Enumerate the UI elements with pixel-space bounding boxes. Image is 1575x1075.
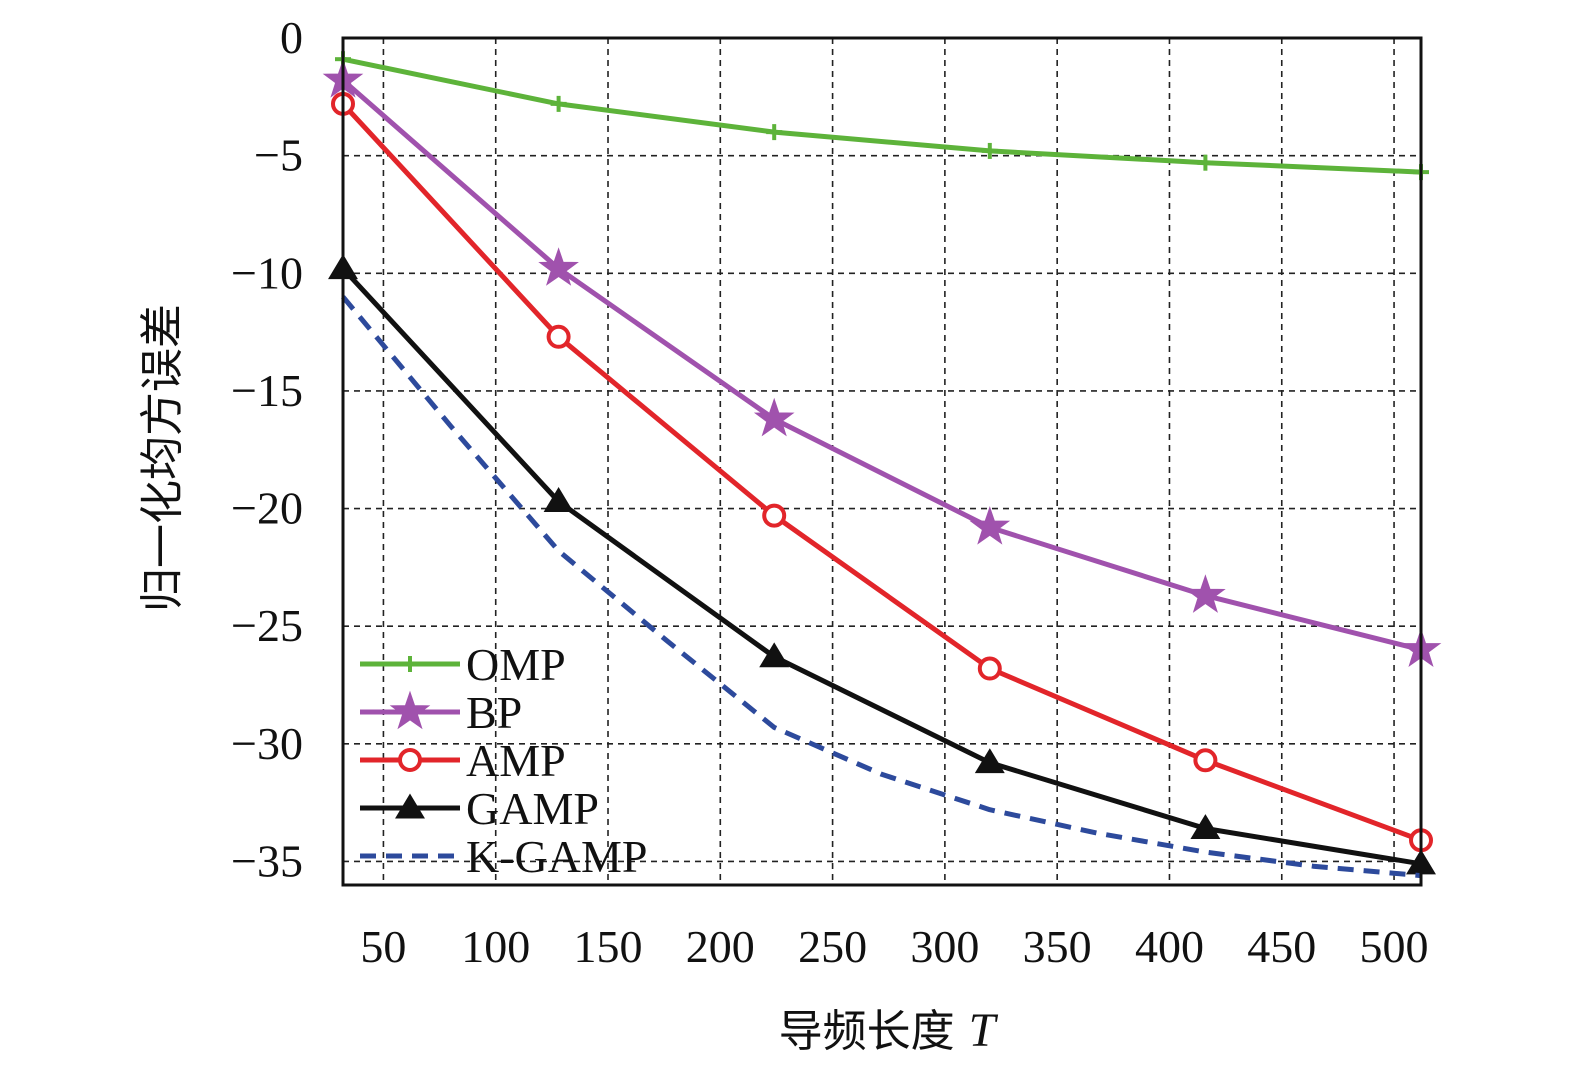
star-marker — [753, 397, 795, 437]
x-tick-labels: 50 100 150 200 250 300 350 400 450 500 — [360, 921, 1428, 972]
series-line-gamp — [341, 266, 1422, 867]
series-amp — [331, 91, 1433, 853]
y-tick-label: −25 — [231, 600, 303, 651]
circle-marker — [1193, 748, 1218, 773]
triangle-marker — [974, 748, 1005, 774]
y-tick-label: −5 — [254, 130, 303, 181]
x-tick-label: 100 — [461, 921, 530, 972]
triangle-marker — [543, 487, 574, 512]
series-omp — [335, 51, 1429, 181]
star-marker — [389, 690, 431, 730]
plus-marker — [766, 124, 783, 141]
series-k-gamp — [341, 295, 1422, 879]
circle-marker — [762, 503, 787, 528]
legend-label: K-GAMP — [466, 831, 647, 882]
legend-label: GAMP — [466, 783, 599, 834]
legend-label: OMP — [466, 639, 566, 690]
triangle-marker — [1190, 814, 1221, 840]
series-line-bp — [341, 78, 1422, 653]
x-tick-label: 350 — [1023, 921, 1092, 972]
x-tick-label: 300 — [910, 921, 979, 972]
legend-item-amp: AMP — [360, 735, 566, 786]
circle-marker — [546, 324, 571, 349]
x-tick-label: 450 — [1247, 921, 1316, 972]
legend-item-k-gamp: K-GAMP — [360, 831, 647, 882]
legend-item-bp: BP — [360, 687, 522, 738]
y-tick-label: −10 — [231, 247, 303, 298]
circle-marker — [398, 748, 422, 772]
triangle-marker — [759, 642, 790, 668]
x-tick-label: 250 — [798, 921, 867, 972]
circle-marker — [977, 656, 1002, 681]
star-marker — [1185, 574, 1226, 613]
legend-item-gamp: GAMP — [360, 783, 599, 834]
series-gamp — [328, 254, 1436, 875]
x-tick-label: 150 — [574, 921, 643, 972]
x-tick-label: 400 — [1135, 921, 1204, 972]
x-axis-title: 导频长度 T — [779, 1004, 999, 1057]
star-marker — [538, 247, 579, 286]
legend-label: BP — [466, 687, 522, 738]
x-tick-label: 200 — [686, 921, 755, 972]
star-marker — [969, 506, 1011, 545]
legend-item-omp: OMP — [360, 639, 566, 690]
series-bp — [322, 58, 1442, 667]
plus-marker — [1197, 154, 1214, 171]
plus-marker — [981, 142, 998, 159]
plus-marker — [402, 656, 418, 672]
triangle-marker — [395, 793, 425, 819]
plot-frame — [341, 36, 1423, 887]
y-axis-title: 归一化均方误差 — [137, 304, 188, 612]
series-line-k-gamp — [341, 295, 1422, 879]
y-tick-label: −20 — [231, 483, 303, 534]
x-tick-label: 50 — [360, 921, 406, 972]
series-line-omp — [342, 56, 1422, 175]
y-tick-label: −35 — [231, 835, 303, 886]
y-tick-label: 0 — [280, 12, 303, 63]
plus-marker — [550, 95, 567, 112]
x-tick-label: 500 — [1360, 921, 1429, 972]
y-tick-labels: 0 −5 −10 −15 −20 −25 −30 −35 — [231, 12, 303, 886]
x-axis-title-variable: T — [969, 1004, 999, 1057]
x-axis-title-text: 导频长度 — [779, 1006, 955, 1057]
y-tick-label: −15 — [231, 365, 303, 416]
y-tick-label: −30 — [231, 718, 303, 769]
legend-label: AMP — [466, 735, 566, 786]
series-line-amp — [341, 102, 1422, 843]
